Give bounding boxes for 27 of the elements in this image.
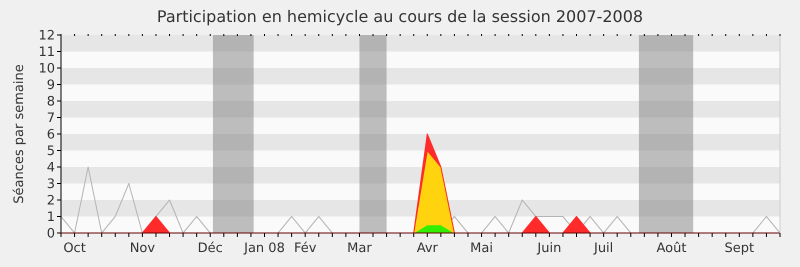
x-tick-label: Mar [347, 241, 372, 256]
x-tick-label: Oct [63, 241, 86, 256]
x-tick-label: Sept [724, 241, 754, 256]
y-tick-label: 3 [46, 177, 55, 192]
x-tick-label: Juin [536, 241, 562, 256]
y-axis-title: Séances par semaine [12, 64, 27, 204]
chart-title: Participation en hemicycle au cours de la session 2007-2008 [156, 7, 644, 26]
x-tick-label: Avr [416, 241, 439, 256]
y-tick-label: 8 [46, 94, 55, 110]
x-tick-label: Mai [470, 241, 493, 256]
x-tick-label: Nov [130, 241, 156, 256]
x-tick-label: Déc [198, 241, 223, 256]
y-tick-label: 12 [38, 28, 55, 44]
y-tick-label: 1 [46, 210, 55, 226]
x-tick-label: Fév [294, 241, 317, 256]
y-tick-label: 2 [46, 194, 55, 209]
x-tick-label: Jan 08 [243, 241, 285, 256]
y-tick-label: 7 [46, 111, 55, 126]
y-tick-label: 10 [38, 62, 55, 77]
y-tick-label: 0 [46, 226, 55, 242]
x-tick-label: Juil [592, 241, 614, 256]
y-tick-label: 4 [46, 160, 55, 176]
y-tick-label: 5 [46, 144, 55, 160]
y-tick-label: 9 [46, 78, 55, 94]
y-tick-label: 11 [38, 45, 55, 60]
y-tick-label: 6 [46, 128, 55, 143]
x-tick-label: Août [656, 241, 686, 256]
